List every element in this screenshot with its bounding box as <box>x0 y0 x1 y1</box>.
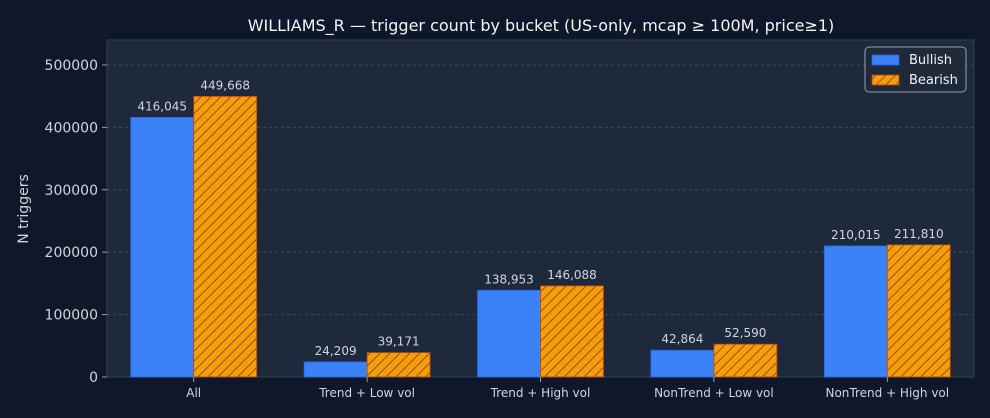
legend-label: Bearish <box>909 73 958 88</box>
y-tick-label: 100000 <box>45 308 98 324</box>
bullish-bar <box>477 289 541 378</box>
bar-value-label: 42,864 <box>661 332 703 346</box>
legend: Bullish Bearish <box>864 46 967 93</box>
bullish-bar <box>650 349 715 378</box>
bar-value-label: 211,810 <box>894 227 944 241</box>
x-tick-label: NonTrend + Low vol <box>654 386 774 400</box>
bearish-bar <box>886 244 951 378</box>
bar-value-label: 210,015 <box>831 228 881 242</box>
y-tick-label: 300000 <box>45 183 98 199</box>
bar-value-label: 449,668 <box>200 78 250 92</box>
y-tick-label: 500000 <box>45 58 98 74</box>
bullish-bar <box>303 361 368 378</box>
bullish-bar <box>130 116 195 378</box>
x-tick-label: Trend + High vol <box>490 386 591 400</box>
legend-label: Bullish <box>909 53 952 68</box>
bearish-bar <box>366 352 431 378</box>
x-tick-label: Trend + Low vol <box>318 386 415 400</box>
bar-value-label: 138,953 <box>484 272 534 286</box>
bar-value-label: 52,590 <box>724 326 766 340</box>
bar-value-label: 146,088 <box>547 268 597 282</box>
bar-value-label: 39,171 <box>378 335 420 349</box>
bullish-bar <box>823 245 888 378</box>
x-tick-label: NonTrend + High vol <box>825 386 949 400</box>
legend-swatch <box>871 54 900 66</box>
y-axis-label: N triggers <box>16 174 32 244</box>
y-tick-label: 400000 <box>45 120 98 136</box>
bearish-bar <box>713 343 778 378</box>
x-tick-label: All <box>186 386 201 400</box>
bearish-bar <box>540 285 604 378</box>
bearish-bar <box>193 95 258 378</box>
y-tick-label: 200000 <box>45 245 98 261</box>
bar-value-label: 24,209 <box>315 344 357 358</box>
chart-title: WILLIAMS_R — trigger count by bucket (US… <box>248 16 835 36</box>
bar-value-label: 416,045 <box>137 99 187 113</box>
y-tick-label: 0 <box>89 370 98 386</box>
legend-swatch <box>871 74 900 86</box>
